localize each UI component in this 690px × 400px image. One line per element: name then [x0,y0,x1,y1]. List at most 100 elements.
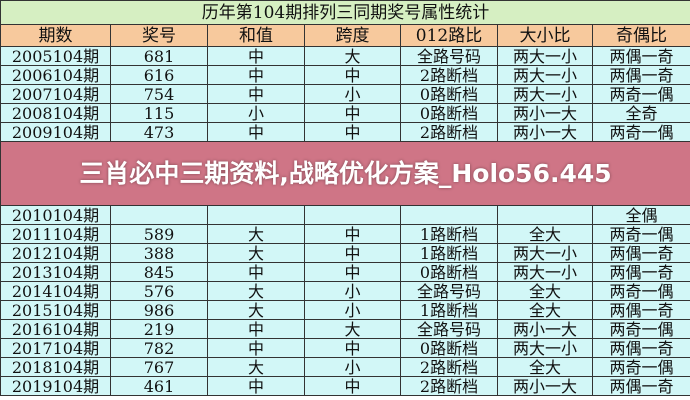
table-cell: 全路号码 [400,46,498,66]
table-title: 历年第104期排列三同期奖号属性统计 [0,0,690,25]
header-row: 期数 奖号 和值 跨度 012路比 大小比 奇偶比 [0,24,690,47]
table-cell: 0路断档 [400,103,498,123]
table-cell: 两大一小 [497,338,593,358]
table-cell: 两大一小 [497,65,593,85]
caption-overlay-band: 三肖必中三期资料,战略优化方案_Holo56.445 [0,141,690,206]
table-cell: 两偶一奇 [591,46,690,66]
table-cell: 中 [207,65,305,85]
table-cell: 大 [207,224,305,244]
table-cell: 两偶一奇 [591,376,690,396]
table-cell: 全路号码 [400,281,498,301]
table-row: 2013104期 845 中中 0路断档 两大一小 两偶一奇 [0,262,690,282]
table-cell: 大 [207,357,305,377]
table-cell: 大 [304,319,401,339]
table-cell: 大 [207,300,305,320]
table-cell: 0路断档 [400,338,498,358]
table-row: 2005104期 681 中大全路号码 两大一小 两偶一奇 [0,46,690,66]
table-row: 2006104期 616 中中 2路断档 两大一小 两偶一奇 [0,65,690,85]
table-cell: 两偶一奇 [591,65,690,85]
table-cell: 两大一小 [497,84,593,104]
table-cell: 2008104期 [0,103,111,123]
table-cell: 全偶 [591,205,690,225]
table-cell [400,205,498,225]
table-cell: 中 [304,224,401,244]
table-cell: 388 [110,243,208,263]
table-cell: 中 [304,122,401,142]
table-row: 2016104期 219 中大全路号码 两小一大 两奇一偶 [0,319,690,339]
table-cell: 219 [110,319,208,339]
table-row: 2009104期 473 中中 2路断档 两小一大 两奇一偶 [0,122,690,142]
table-cell: 全大 [497,357,593,377]
column-header: 奖号 [110,24,208,47]
table-row: 2012104期 388 大中 1路断档 两大一小 两偶一奇 [0,243,690,263]
table-row: 2014104期 576 大小全路号码 全大 两奇一偶 [0,281,690,301]
table-row: 2015104期 986 大小 1路断档 全大 两偶一奇 [0,300,690,320]
table-cell: 0路断档 [400,262,498,282]
table-cell [207,205,305,225]
table-cell: 两偶一奇 [591,262,690,282]
table-row: 2018104期 767 大小 2路断档 全大 两奇一偶 [0,357,690,377]
table-cell: 2路断档 [400,65,498,85]
table-cell: 754 [110,84,208,104]
table-cell: 中 [304,65,401,85]
table-cell: 576 [110,281,208,301]
table-cell: 461 [110,376,208,396]
table-cell: 782 [110,338,208,358]
table-cell: 616 [110,65,208,85]
table-cell: 两奇一偶 [591,122,690,142]
table-row: 2008104期 115 小中 0路断档 两小一大 全奇 [0,103,690,123]
table-cell: 两大一小 [497,262,593,282]
table-cell: 2路断档 [400,122,498,142]
table-cell: 两偶一奇 [591,300,690,320]
column-header: 和值 [207,24,305,47]
column-header: 期数 [0,24,111,47]
table-cell: 986 [110,300,208,320]
table-cell: 大 [304,46,401,66]
table-cell: 中 [304,262,401,282]
table-cell [304,205,401,225]
table-cell: 两偶一奇 [591,243,690,263]
table-cell: 2007104期 [0,84,111,104]
table-cell: 两奇一偶 [591,224,690,244]
table-cell: 两小一大 [497,122,593,142]
table-cell: 大 [207,281,305,301]
table-cell: 2006104期 [0,65,111,85]
table-cell: 1路断档 [400,243,498,263]
table-cell: 中 [304,338,401,358]
column-header: 012路比 [400,24,498,47]
table-cell: 115 [110,103,208,123]
table-cell: 2017104期 [0,338,111,358]
table-row: 2011104期 589 大中 1路断档 全大 两奇一偶 [0,224,690,244]
table-cell: 全大 [497,281,593,301]
table-cell [497,205,593,225]
table-cell: 2019104期 [0,376,111,396]
table-cell: 两奇一偶 [591,319,690,339]
table-cell: 0路断档 [400,84,498,104]
table-cell: 中 [304,376,401,396]
table-row: 2019104期 461 中中 2路断档 两小一大 两偶一奇 [0,376,690,396]
table-cell [110,205,208,225]
table-cell: 2015104期 [0,300,111,320]
table-cell: 小 [304,281,401,301]
table-cell: 全路号码 [400,319,498,339]
column-header: 跨度 [304,24,401,47]
table-cell: 全大 [497,224,593,244]
table-cell: 两偶一奇 [591,338,690,358]
table-cell: 中 [304,103,401,123]
table-cell: 2009104期 [0,122,111,142]
table-cell: 1路断档 [400,224,498,244]
table-cell: 2016104期 [0,319,111,339]
table-cell: 2010104期 [0,205,111,225]
table-cell: 两大一小 [497,46,593,66]
table-cell: 2011104期 [0,224,111,244]
table-cell: 小 [304,84,401,104]
caption-band-cell: 三肖必中三期资料,战略优化方案_Holo56.445 [0,141,690,206]
table-cell: 681 [110,46,208,66]
table-cell: 767 [110,357,208,377]
table-cell: 两大一小 [497,243,593,263]
table-cell: 小 [304,357,401,377]
table-cell: 473 [110,122,208,142]
table-cell: 两小一大 [497,319,593,339]
table-cell: 全奇 [591,103,690,123]
table-cell: 中 [207,84,305,104]
